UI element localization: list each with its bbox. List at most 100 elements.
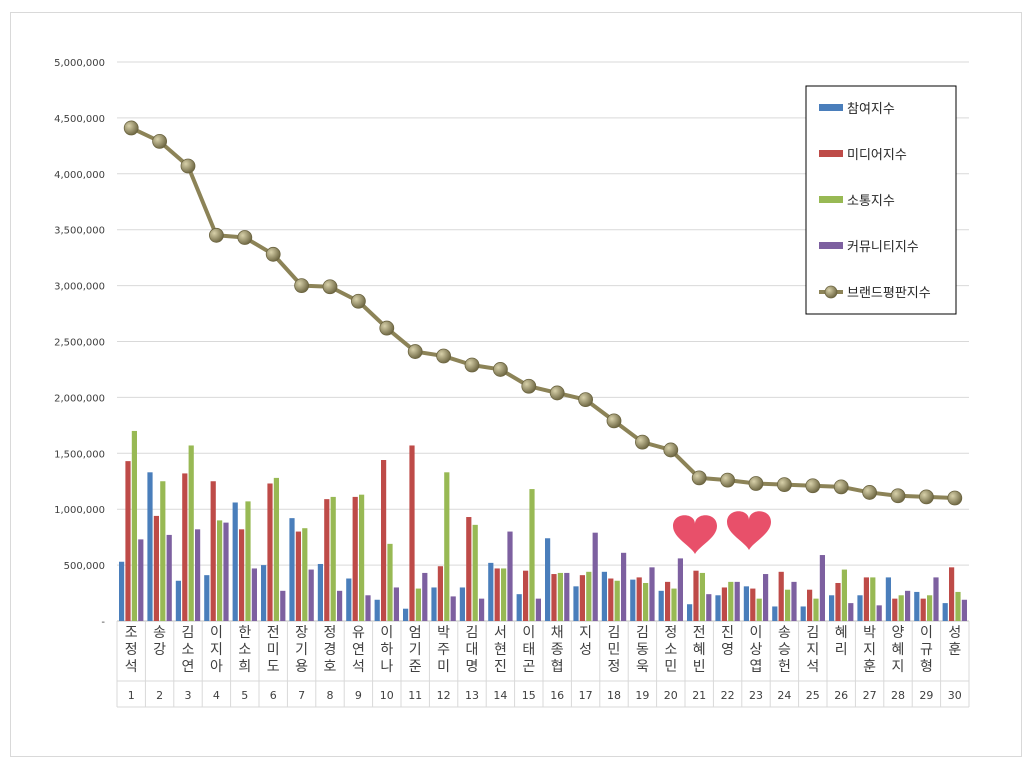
brand-reputation-chart: - 500,000 1,000,000 1,500,000 2,000,000 2,500… [54,58,970,708]
bar-참여지수 [914,591,920,621]
bar-미디어지수 [721,587,727,621]
bar-소통지수 [870,577,876,621]
bar-소통지수 [415,588,421,621]
line-marker [407,344,423,359]
line-marker [237,230,253,245]
bar-커뮤니티지수 [535,598,541,621]
rank-label: 3 [185,689,192,702]
line-marker [208,227,224,243]
line-marker [862,485,877,500]
bar-커뮤니티지수 [961,599,967,621]
rank-label: 22 [721,689,735,702]
bar-미디어지수 [153,515,159,621]
heart-icon [673,515,717,554]
line-marker [180,158,196,174]
bar-소통지수 [330,496,336,621]
bar-미디어지수 [182,473,188,621]
bar-소통지수 [188,445,194,621]
line-marker [833,479,849,495]
rank-label: 25 [806,689,820,702]
bar-참여지수 [232,502,238,621]
legend-label: 소통지수 [847,194,895,209]
bar-커뮤니티지수 [223,522,229,621]
bar-커뮤니티지수 [507,531,513,621]
bar-미디어지수 [437,566,443,621]
line-marker [947,490,963,506]
bar-소통지수 [785,589,791,621]
rank-label: 7 [298,689,305,702]
rank-label: 30 [948,689,962,702]
bar-미디어지수 [381,460,387,621]
bar-소통지수 [387,543,393,621]
bar-커뮤니티지수 [365,595,371,621]
legend-swatch-marker [824,285,838,299]
rank-label: 13 [465,689,479,702]
rank-label: 20 [664,689,678,702]
bar-커뮤니티지수 [280,590,286,621]
rank-label: 2 [156,689,163,702]
bar-미디어지수 [494,568,500,621]
rank-label: 26 [834,689,848,702]
bar-참여지수 [289,518,295,621]
bar-소통지수 [273,477,279,621]
bar-series [119,430,967,621]
bar-소통지수 [898,595,904,621]
heart-icon [727,511,771,550]
bar-커뮤니티지수 [564,572,570,621]
bar-참여지수 [829,595,835,621]
bar-참여지수 [601,571,607,621]
legend-swatch-소통지수 [819,196,843,203]
bar-미디어지수 [892,598,898,621]
bar-소통지수 [671,588,677,621]
y-tick-label: 3,000,000 [54,282,105,293]
line-marker [521,378,537,394]
bar-소통지수 [927,595,933,621]
bar-미디어지수 [267,483,273,621]
bar-참여지수 [374,599,380,621]
bar-커뮤니티지수 [308,569,314,621]
bar-소통지수 [586,571,592,621]
y-tick-label: - [101,617,105,628]
bar-참여지수 [403,608,409,621]
bar-소통지수 [444,472,450,621]
rank-label: 1 [128,689,135,702]
bar-미디어지수 [665,581,671,621]
bar-참여지수 [942,603,948,621]
line-marker [549,385,565,401]
bar-소통지수 [160,481,166,621]
bar-참여지수 [346,578,352,621]
bar-참여지수 [885,577,891,621]
line-marker [777,477,792,493]
bar-미디어지수 [295,531,301,621]
rank-label: 12 [437,689,451,702]
rank-label: 24 [777,689,791,702]
bar-소통지수 [302,528,308,621]
y-tick-label: 2,500,000 [54,338,105,349]
rank-label: 10 [380,689,394,702]
bar-소통지수 [955,591,961,621]
bar-미디어지수 [551,574,557,621]
bar-커뮤니티지수 [479,598,485,621]
bar-소통지수 [245,501,251,621]
bar-커뮤니티지수 [337,590,343,621]
legend-swatch-커뮤니티지수 [819,242,843,249]
line-marker [805,478,821,494]
chart-frame: - 500,000 1,000,000 1,500,000 2,000,000 2,500… [10,12,1022,757]
bar-커뮤니티지수 [422,572,428,621]
line-marker [748,476,764,491]
bar-커뮤니티지수 [819,555,825,621]
bar-커뮤니티지수 [621,552,627,621]
